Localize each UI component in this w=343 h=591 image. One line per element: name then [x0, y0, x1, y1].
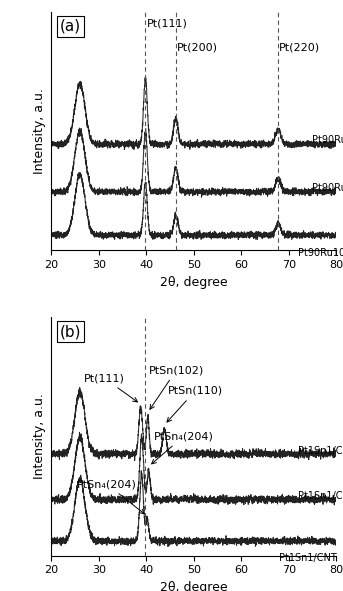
Text: PtSn(102): PtSn(102) — [149, 365, 204, 409]
Text: Pt(111): Pt(111) — [147, 19, 188, 29]
Text: Pt90Ru10/CNT: Pt90Ru10/CNT — [298, 248, 343, 258]
Text: Pt(111): Pt(111) — [84, 374, 138, 402]
Text: PtSn₄(204): PtSn₄(204) — [152, 431, 213, 464]
Text: Pt90Ru10/CNT-IMP: Pt90Ru10/CNT-IMP — [312, 135, 343, 145]
X-axis label: 2θ, degree: 2θ, degree — [160, 581, 228, 591]
Text: (b): (b) — [60, 324, 82, 339]
Text: Pt(220): Pt(220) — [279, 43, 320, 53]
Y-axis label: Intensity, a.u.: Intensity, a.u. — [33, 88, 46, 174]
Text: Pt1Sn1/CNT-IMP: Pt1Sn1/CNT-IMP — [298, 446, 343, 456]
Text: Pt1Sn1/CNT-DP: Pt1Sn1/CNT-DP — [298, 491, 343, 501]
Text: PtSn₄(204): PtSn₄(204) — [77, 479, 144, 514]
Y-axis label: Intensity, a.u.: Intensity, a.u. — [33, 394, 46, 479]
Text: (a): (a) — [60, 19, 81, 34]
Text: Pt1Sn1/CNT: Pt1Sn1/CNT — [279, 553, 337, 563]
X-axis label: 2θ, degree: 2θ, degree — [160, 275, 228, 288]
Text: Pt90Ru10/CNT-DP: Pt90Ru10/CNT-DP — [312, 183, 343, 193]
Text: PtSn(110): PtSn(110) — [167, 386, 223, 422]
Text: Pt(200): Pt(200) — [177, 43, 218, 53]
